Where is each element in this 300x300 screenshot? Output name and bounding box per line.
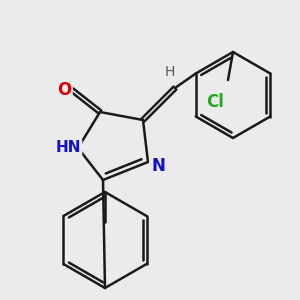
Text: N: N xyxy=(151,157,165,175)
Text: O: O xyxy=(57,81,71,99)
Text: HN: HN xyxy=(55,140,81,155)
Text: H: H xyxy=(165,65,175,79)
Text: Cl: Cl xyxy=(206,93,224,111)
